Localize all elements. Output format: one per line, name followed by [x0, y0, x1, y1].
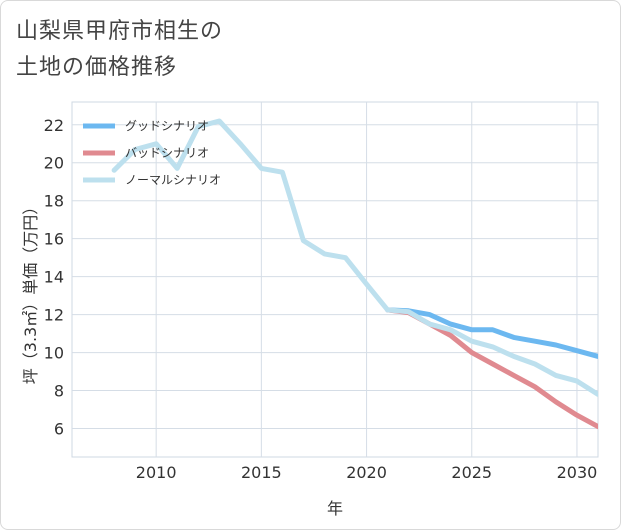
y-tick-label: 8 — [54, 382, 64, 401]
x-tick-label: 2025 — [451, 463, 492, 482]
chart-title-line2: 土地の価格推移 — [16, 55, 178, 80]
y-tick-label: 18 — [44, 192, 64, 211]
plot-area — [71, 101, 599, 458]
x-axis-label: 年 — [327, 499, 343, 518]
chart-title: 山梨県甲府市相生の 土地の価格推移 — [16, 14, 436, 86]
x-tick-label: 2015 — [241, 463, 282, 482]
x-axis-ticks: 2010 2015 2020 2025 2030 — [136, 463, 598, 482]
y-tick-label: 20 — [44, 154, 64, 173]
y-tick-label: 12 — [44, 306, 64, 325]
x-tick-label: 2020 — [346, 463, 387, 482]
x-tick-label: 2030 — [557, 463, 598, 482]
legend-label: グッドシナリオ — [125, 119, 209, 133]
x-tick-label: 2010 — [136, 463, 177, 482]
grid-lines — [72, 102, 598, 457]
series-layer — [111, 118, 598, 430]
legend-label: ノーマルシナリオ — [125, 173, 221, 187]
series-line-3 — [111, 118, 598, 397]
series-line-1 — [385, 307, 598, 359]
legend-label: バッドシナリオ — [125, 146, 209, 160]
y-tick-label: 16 — [44, 230, 64, 249]
y-tick-label: 10 — [44, 344, 64, 363]
y-tick-label: 6 — [54, 420, 64, 439]
y-axis-ticks: 6 8 10 12 14 16 18 20 22 — [44, 116, 64, 439]
chart-title-line1: 山梨県甲府市相生の — [16, 19, 224, 44]
y-axis-label: 坪（3.3㎡）単価（万円） — [21, 199, 40, 384]
y-tick-label: 22 — [44, 116, 64, 135]
y-tick-label: 14 — [44, 268, 64, 287]
